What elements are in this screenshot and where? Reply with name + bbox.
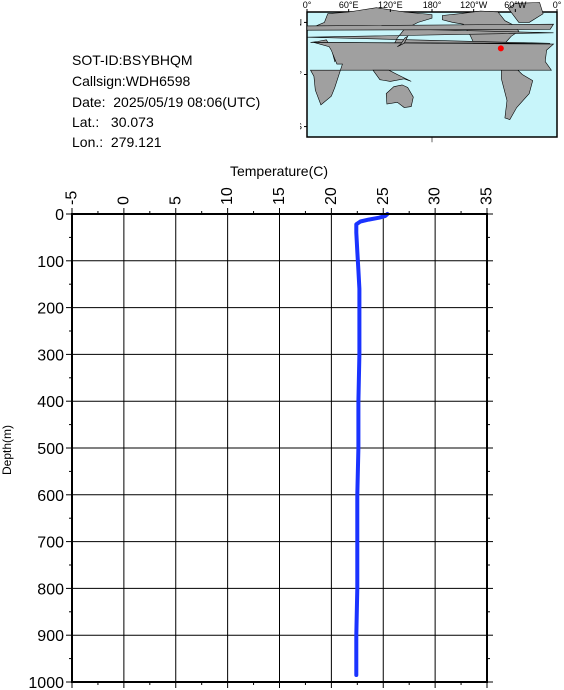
y-tick-label: 100: [37, 254, 64, 271]
x-tick-label: 5: [167, 196, 184, 205]
map-lat-label: 0°: [300, 70, 302, 80]
date-text: Date: 2025/05/19 08:06(UTC): [72, 94, 261, 110]
map-lat-label: 60°N: [300, 17, 302, 27]
map-lon-label: 0°: [553, 0, 562, 10]
x-tick-label: 0: [115, 196, 132, 205]
y-axis-label: Depth(m): [0, 425, 14, 475]
plot-frame: [71, 213, 488, 683]
map-lon-label: 120°E: [378, 0, 403, 10]
y-tick-label: 600: [37, 488, 64, 505]
position-marker: [497, 45, 504, 52]
x-tick-label: 30: [427, 187, 444, 205]
callsign-text: Callsign:WDH6598: [72, 73, 191, 89]
lon-text: Lon.: 279.121: [72, 134, 162, 150]
map-lon-label: 60°W: [504, 0, 527, 10]
y-tick-label: 0: [55, 207, 64, 224]
y-tick-label: 400: [37, 394, 64, 411]
y-tick-label: 700: [37, 535, 64, 552]
x-tick-label: 35: [479, 187, 496, 205]
land-shape: [309, 42, 555, 106]
y-tick-label: 900: [37, 628, 64, 645]
land-shape: [306, 23, 555, 31]
world-map: 0° 60°E 120°E 180° 120°W 60°W 0° 60°N 0° 60°S: [282, 0, 564, 150]
x-tick-label: 10: [219, 187, 236, 205]
land-shape: [385, 84, 414, 108]
y-tick-label: 500: [37, 441, 64, 458]
y-tick-label: 800: [37, 581, 64, 598]
land-shape: [507, 2, 544, 23]
temperature-depth-chart: -5 0 5 10 15 20 25 30 35010020030040050060070080…: [0, 163, 496, 690]
y-tick-label: 300: [37, 347, 64, 364]
map-lat-label: 60°S: [300, 122, 302, 132]
map-lon-label: 180°: [423, 0, 442, 10]
map-lon-label: 60°E: [339, 0, 359, 10]
x-tick-label: 25: [375, 187, 392, 205]
y-tick-label: 200: [37, 301, 64, 318]
temperature-profile-line: [354, 212, 390, 677]
map-lon-label: 0°: [303, 0, 312, 10]
x-tick-label: 15: [271, 187, 288, 205]
land-shape: [397, 35, 409, 47]
x-tick-label: 20: [323, 187, 340, 205]
x-tick-label: -5: [64, 191, 81, 205]
land-shape: [372, 69, 412, 82]
x-axis-label: Temperature(C): [230, 163, 328, 179]
lat-text: Lat.: 30.073: [72, 114, 154, 130]
map-land: [306, 2, 555, 143]
sot-id-text: SOT-ID:BSYBHQM: [72, 52, 193, 68]
y-tick-label: 1000: [28, 675, 64, 690]
map-lon-label: 120°W: [460, 0, 488, 10]
